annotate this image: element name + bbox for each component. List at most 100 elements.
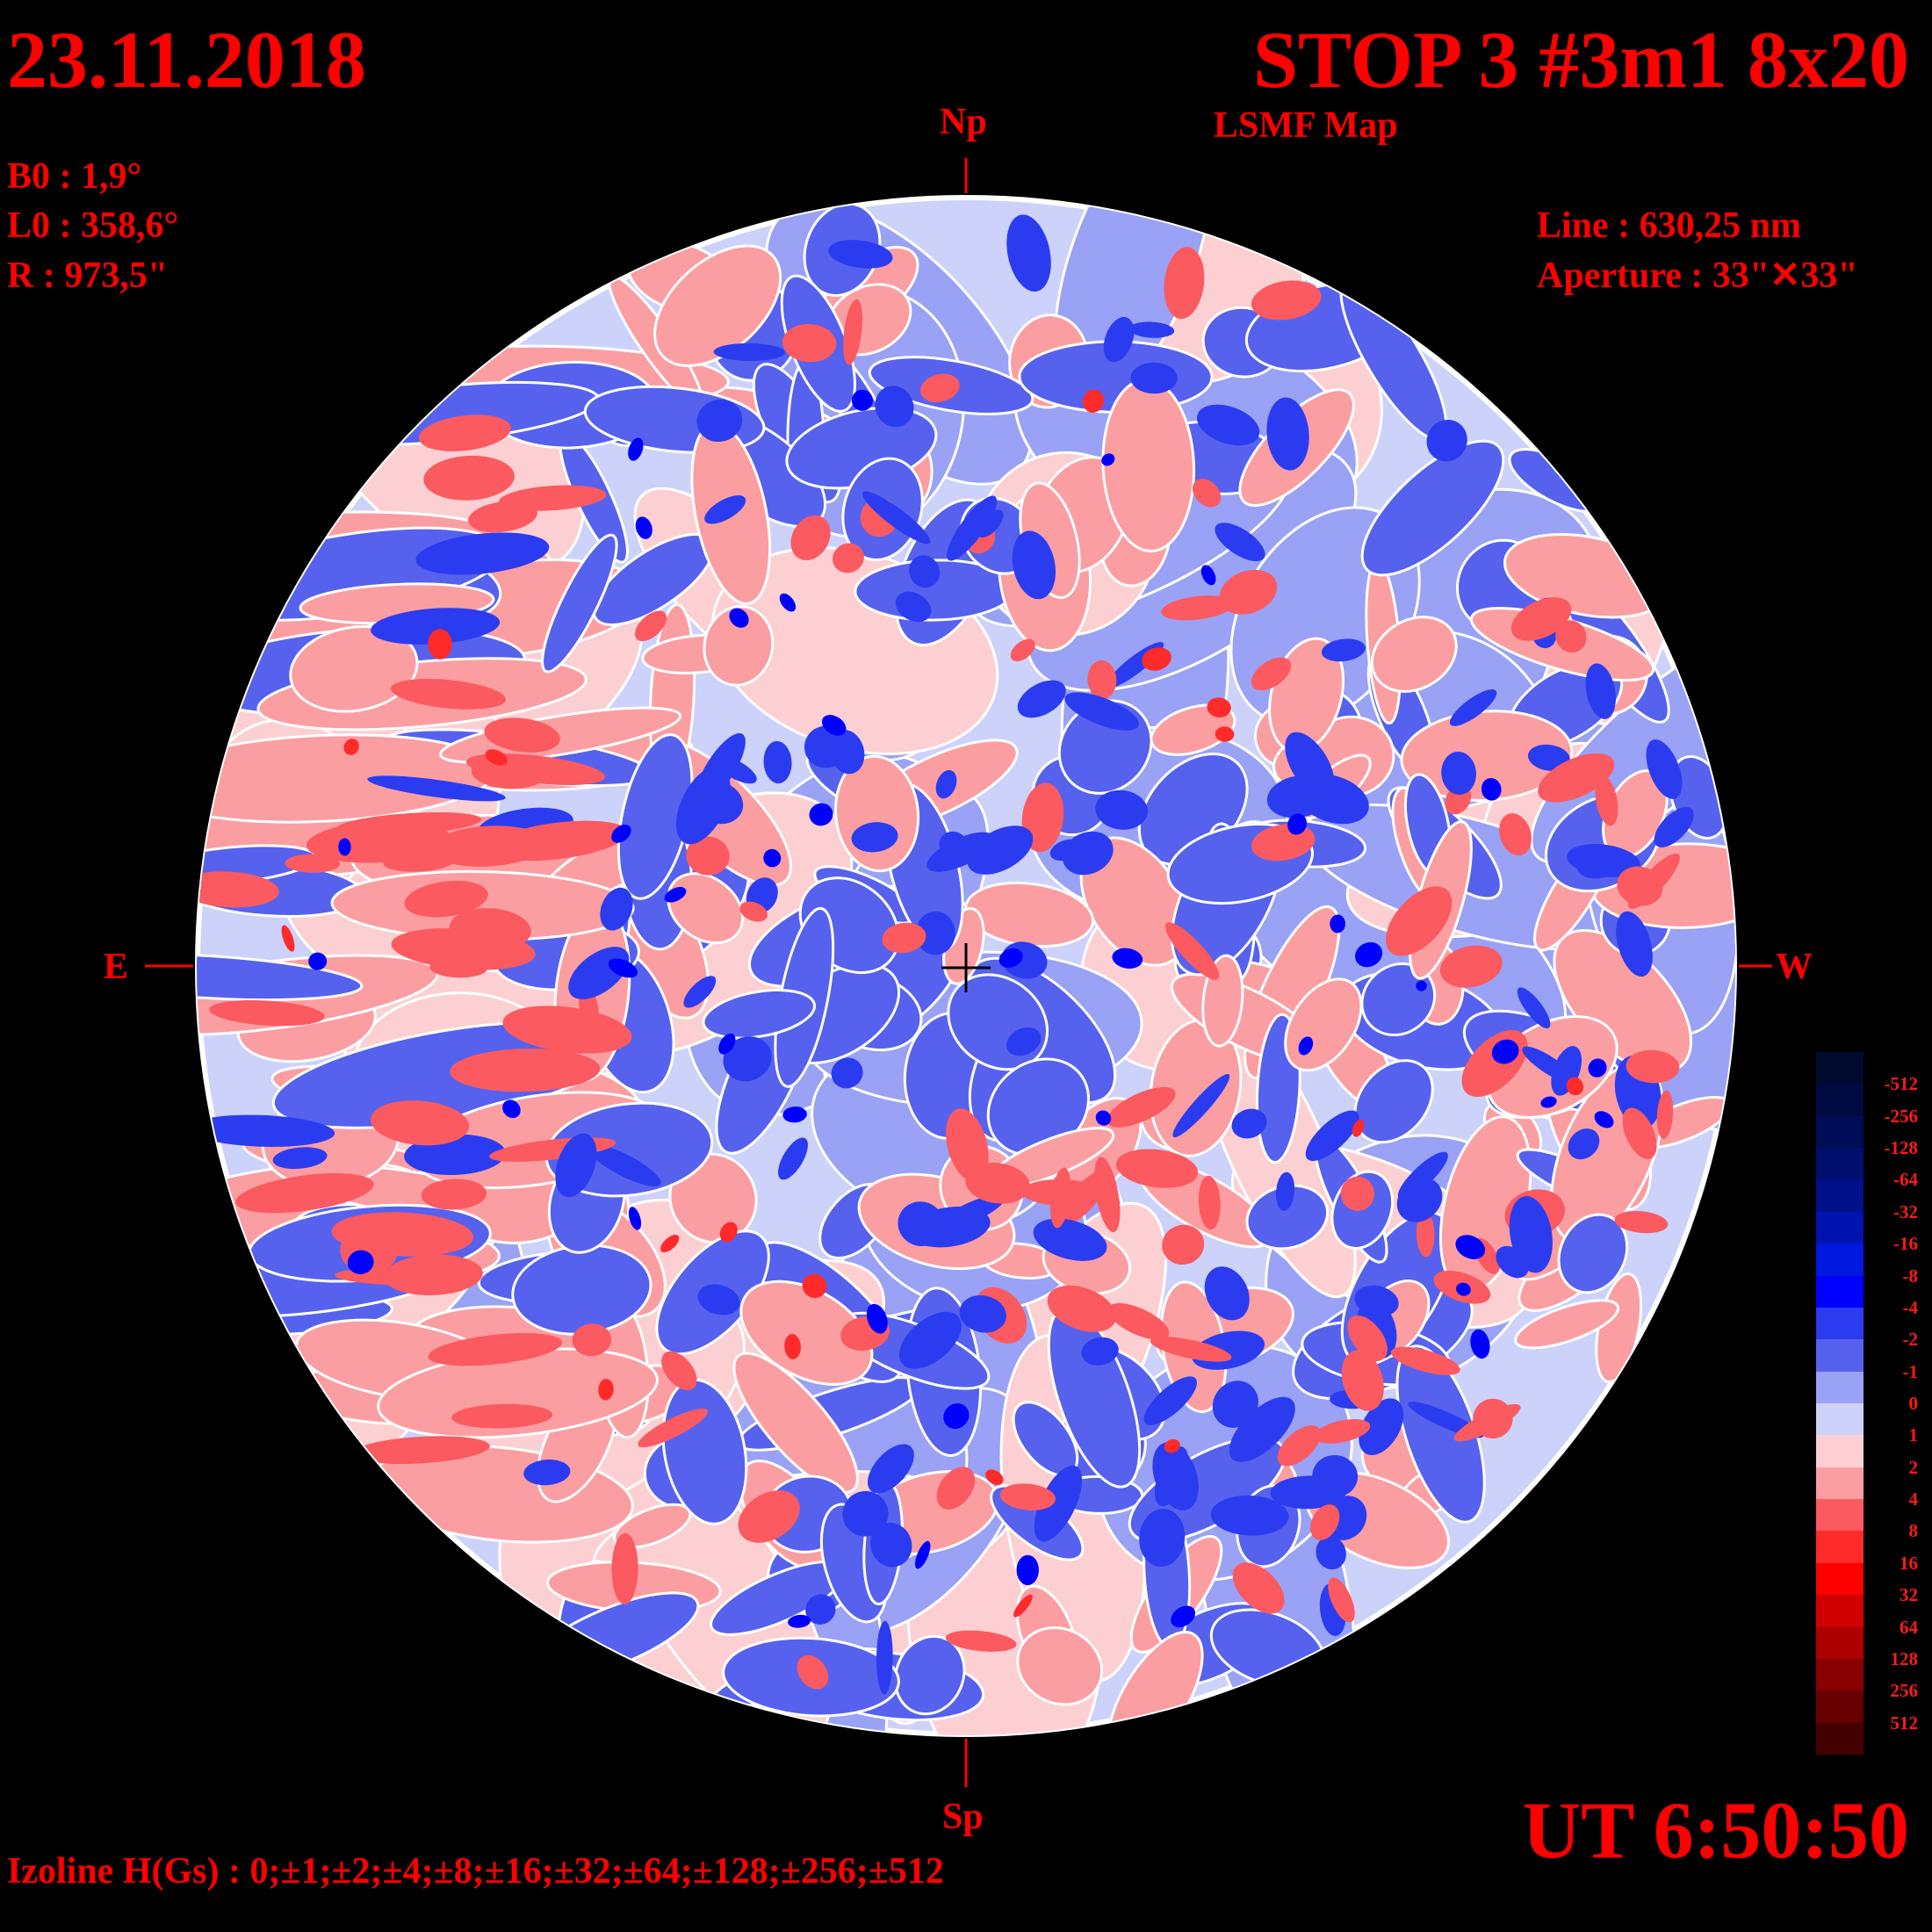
- field-blob: [1012, 530, 1056, 600]
- field-blob: [802, 1273, 827, 1299]
- field-blob: [1154, 1446, 1189, 1507]
- field-blob: [390, 678, 507, 710]
- field-blob: [1212, 1381, 1258, 1428]
- field-blob: [1229, 1396, 1295, 1462]
- field-blob: [718, 1033, 736, 1055]
- field-blob: [1330, 914, 1345, 934]
- field-blob: [1047, 1285, 1116, 1332]
- color-scale-segment: [1816, 1562, 1864, 1596]
- field-blob: [1595, 775, 1618, 826]
- field-blob: [661, 1351, 697, 1391]
- param-radius: R : 973,5": [7, 256, 169, 296]
- field-blob: [809, 803, 833, 826]
- field-blob: [909, 555, 941, 588]
- field-blob: [1287, 813, 1307, 835]
- field-blob: [851, 822, 898, 853]
- field-blob: [197, 1114, 335, 1147]
- color-scale-label: -512: [1884, 1073, 1919, 1095]
- label-south: Sp: [942, 1797, 984, 1837]
- color-scale-label: -64: [1893, 1169, 1918, 1191]
- field-blob: [738, 1490, 800, 1543]
- param-l0: L0 : 358,6°: [7, 205, 179, 246]
- field-blob: [1150, 1337, 1232, 1362]
- field-blob: [1016, 1626, 1104, 1706]
- field-blob: [805, 1594, 836, 1625]
- field-blob: [1470, 1329, 1490, 1359]
- field-blob: [1441, 751, 1476, 796]
- field-blob: [598, 1379, 614, 1401]
- field-blob: [664, 887, 687, 903]
- field-blob: [1082, 389, 1105, 413]
- color-scale-segment: [1816, 1595, 1864, 1628]
- field-blob: [893, 1634, 966, 1716]
- color-scale-segment: [1816, 1371, 1864, 1404]
- field-blob: [1328, 1577, 1355, 1623]
- field-blob: [1017, 680, 1066, 718]
- field-blob: [1161, 595, 1234, 621]
- field-blob: [985, 1469, 1004, 1485]
- field-blob: [999, 1483, 1056, 1510]
- field-blob: [739, 1280, 874, 1386]
- color-scale-label: -1: [1902, 1360, 1919, 1382]
- field-blob: [1499, 813, 1532, 856]
- color-scale-segment: [1816, 1339, 1864, 1373]
- field-blob: [782, 324, 837, 363]
- map-subtitle: LSMF Map: [1214, 105, 1398, 146]
- color-scale-label: -16: [1893, 1233, 1918, 1255]
- field-blob: [1064, 692, 1140, 731]
- field-blob: [1021, 782, 1064, 853]
- param-b0: B0 : 1,9°: [7, 156, 142, 197]
- field-blob: [935, 769, 957, 799]
- field-blob: [1115, 1149, 1199, 1188]
- color-scale-label: -2: [1902, 1329, 1919, 1351]
- field-blob: [1231, 1108, 1267, 1139]
- field-blob: [1314, 1418, 1371, 1444]
- field-blob: [1455, 1235, 1486, 1259]
- field-blob: [719, 1222, 738, 1243]
- color-scale-label: -128: [1884, 1137, 1919, 1159]
- field-blob: [1215, 726, 1235, 742]
- field-blob: [1095, 789, 1149, 830]
- field-blob: [1103, 316, 1135, 363]
- field-blob: [1456, 1282, 1471, 1296]
- color-scale-label: 32: [1900, 1584, 1918, 1606]
- field-blob: [1481, 778, 1502, 801]
- color-scale-segment: [1816, 1722, 1864, 1755]
- field-blob: [828, 240, 893, 269]
- field-blob: [289, 625, 419, 713]
- field-blob: [1107, 1302, 1170, 1340]
- color-scale-label: 4: [1908, 1489, 1919, 1510]
- field-blob: [1316, 1536, 1346, 1570]
- field-blob: [729, 608, 749, 628]
- field-blob: [1566, 1077, 1584, 1096]
- field-blob: [843, 299, 863, 365]
- field-blob: [367, 775, 506, 802]
- field-regions: [197, 197, 1735, 1735]
- field-blob: [704, 495, 746, 524]
- field-blob: [1130, 362, 1178, 394]
- field-blob: [611, 1532, 638, 1605]
- field-blob: [876, 1620, 893, 1695]
- field-blob: [197, 871, 279, 908]
- field-blob: [1340, 1176, 1374, 1211]
- field-blob: [638, 1409, 708, 1448]
- color-scale-segment: [1816, 1275, 1864, 1308]
- field-blob: [763, 848, 782, 868]
- field-blob: [1251, 657, 1292, 691]
- field-blob: [1568, 1128, 1600, 1160]
- color-scale-segment: [1816, 1435, 1864, 1468]
- color-scale-label: 64: [1900, 1616, 1918, 1638]
- color-scale-label: -256: [1884, 1105, 1919, 1127]
- field-blob: [1540, 1096, 1557, 1108]
- field-blob: [1567, 844, 1640, 877]
- color-scale-segment: [1816, 1626, 1864, 1660]
- field-blob: [691, 781, 744, 825]
- field-blob: [371, 1100, 470, 1146]
- color-scale-label: -4: [1902, 1296, 1919, 1318]
- field-blob: [1360, 439, 1505, 577]
- field-blob: [635, 516, 652, 539]
- field-blob: [1555, 620, 1587, 653]
- color-scale-label: 1: [1908, 1424, 1919, 1446]
- field-blob: [423, 455, 515, 501]
- color-scale-segment: [1816, 1307, 1864, 1340]
